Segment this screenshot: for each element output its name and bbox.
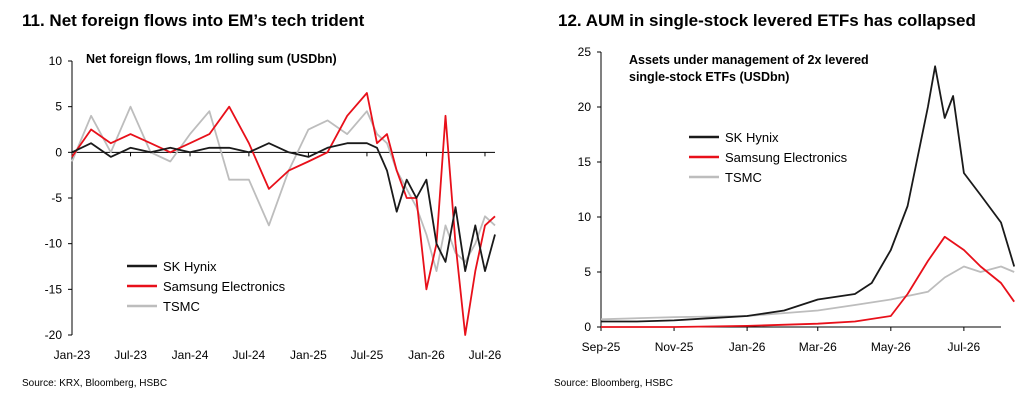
legend-label: TSMC: [163, 299, 200, 314]
net-flows-chart: 10 5 0 -5 -10 -15 -20 Jan-23 Jul-23 Jan-24 Jul-24 J…: [45, 52, 502, 362]
x-tick-label: Mar-26: [799, 340, 837, 354]
legend-label: SK Hynix: [725, 130, 779, 145]
series-line-tsmc: [600, 265, 1015, 321]
x-tick-label: Jan-26: [408, 348, 445, 362]
figure-title: 11. Net foreign flows into EM’s tech tri…: [22, 11, 365, 30]
x-tick-label: Jan-23: [54, 348, 91, 362]
x-tick-label: Jan-24: [172, 348, 209, 362]
legend-label: Samsung Electronics: [725, 150, 848, 165]
x-tick-label: Jul-26: [948, 340, 981, 354]
y-tick-label: 5: [55, 100, 62, 114]
series-line-sk-hynix: [601, 65, 1016, 323]
legend-label: SK Hynix: [163, 259, 217, 274]
y-tick-label: 0: [584, 320, 591, 334]
legend-label: TSMC: [725, 170, 762, 185]
x-tick-label: Jul-24: [233, 348, 266, 362]
x-tick-label: Jan-26: [729, 340, 766, 354]
x-tick-label: May-26: [871, 340, 911, 354]
y-tick-label: 10: [49, 54, 63, 68]
x-tick-label: Nov-25: [655, 340, 694, 354]
y-tick-label: 5: [584, 265, 591, 279]
x-tick-label: Jul-26: [469, 348, 502, 362]
chart-subtitle: single-stock ETFs (USDbn): [629, 70, 789, 84]
chart-panel-net-foreign-flows: 11. Net foreign flows into EM’s tech tri…: [22, 11, 502, 389]
chart-panel-etf-aum: 12. AUM in single-stock levered ETFs has…: [512, 0, 1024, 408]
y-tick-label: 20: [578, 100, 592, 114]
x-tick-label: Jul-23: [114, 348, 147, 362]
series-line-sk-hynix: [71, 142, 496, 272]
y-tick-label: 15: [578, 155, 592, 169]
x-tick-label: Sep-25: [582, 340, 621, 354]
y-tick-label: 25: [578, 45, 592, 59]
chart-subtitle: Assets under management of 2x levered: [629, 53, 869, 67]
figure-title: 12. AUM in single-stock levered ETFs has…: [558, 11, 976, 30]
x-tick-label: Jan-25: [290, 348, 327, 362]
etf-aum-chart: 25 20 15 10 5 0 Sep-25 Nov-25 Jan-26 Mar-26 May-26…: [578, 45, 1016, 354]
y-tick-label: -15: [45, 282, 63, 296]
legend-label: Samsung Electronics: [163, 279, 286, 294]
y-tick-label: 0: [55, 145, 62, 159]
source-note: Source: Bloomberg, HSBC: [554, 378, 673, 389]
y-tick-label: 10: [578, 210, 592, 224]
x-tick-label: Jul-25: [351, 348, 384, 362]
source-note: Source: KRX, Bloomberg, HSBC: [22, 378, 168, 389]
chart-subtitle: Net foreign flows, 1m rolling sum (USDbn…: [86, 52, 337, 66]
y-tick-label: -5: [51, 191, 62, 205]
series-line-samsung-electronics: [601, 235, 1015, 328]
y-tick-label: -20: [45, 328, 63, 342]
y-tick-label: -10: [45, 237, 63, 251]
series-line-tsmc: [71, 105, 496, 272]
